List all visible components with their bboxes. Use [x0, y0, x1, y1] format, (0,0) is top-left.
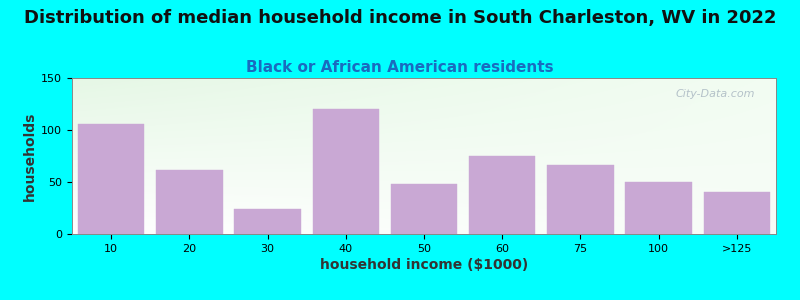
Bar	[469, 156, 535, 234]
Bar	[234, 209, 301, 234]
Text: Distribution of median household income in South Charleston, WV in 2022: Distribution of median household income …	[24, 9, 776, 27]
Text: Black or African American residents: Black or African American residents	[246, 60, 554, 75]
Bar	[626, 182, 692, 234]
Bar	[78, 124, 144, 234]
Bar	[547, 165, 614, 234]
Bar	[390, 184, 458, 234]
Bar	[704, 192, 770, 234]
Bar	[313, 109, 379, 234]
Bar	[156, 169, 222, 234]
Y-axis label: households: households	[23, 111, 37, 201]
X-axis label: household income ($1000): household income ($1000)	[320, 258, 528, 272]
Text: City-Data.com: City-Data.com	[675, 89, 755, 99]
